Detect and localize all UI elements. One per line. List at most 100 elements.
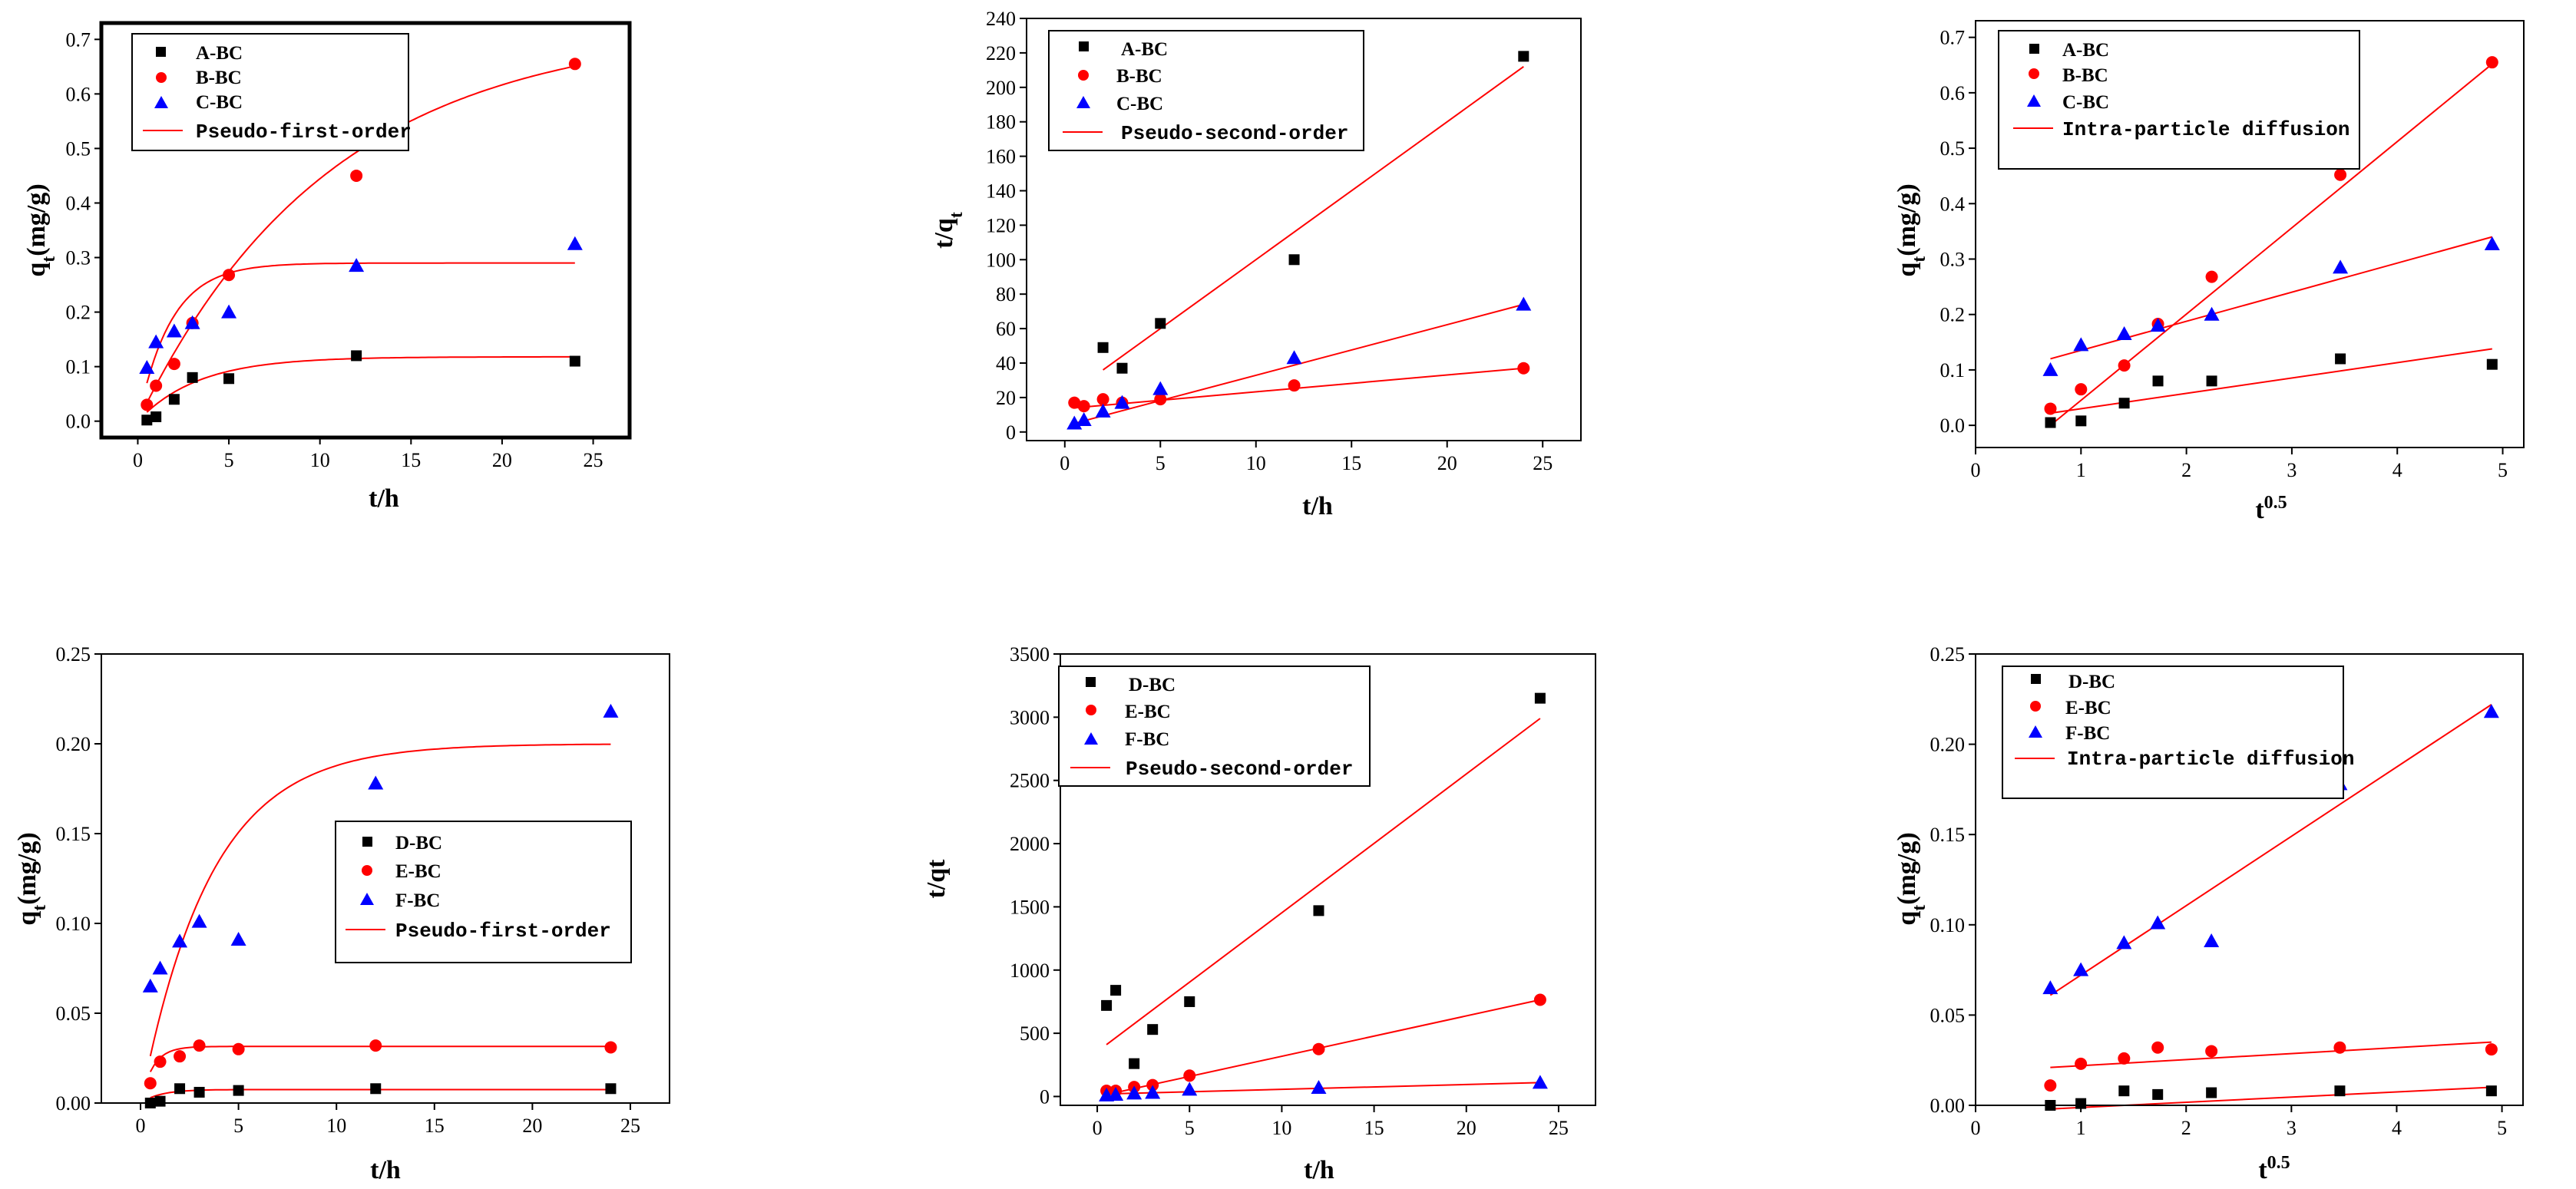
legend-label: A-BC — [1121, 39, 1168, 60]
y-tick-label: 0.4 — [1940, 193, 1966, 215]
point-d-bc — [2118, 1085, 2130, 1097]
point-c-bc — [1076, 412, 1092, 427]
x-tick-label: 10 — [326, 1115, 346, 1137]
point-b-bc — [1517, 362, 1530, 375]
legend-label: A-BC — [2062, 40, 2109, 61]
point-b-bc — [2075, 383, 2088, 396]
point-f-bc — [230, 932, 246, 946]
y-tick-label: 240 — [986, 8, 1016, 30]
point-a-bc — [223, 373, 235, 385]
x-axis-title: t/h — [1304, 1156, 1334, 1184]
y-tick-label: 120 — [986, 214, 1016, 236]
y-tick-label: 100 — [986, 249, 1016, 271]
point-f-bc — [1311, 1079, 1327, 1094]
fit-line-d-bc — [1106, 718, 1541, 1045]
point-f-bc — [2483, 704, 2499, 718]
point-c-bc — [2073, 337, 2089, 352]
point-f-bc — [1126, 1085, 1143, 1100]
x-axis-title: t0.5 — [2255, 493, 2287, 524]
legend-marker-triangle — [2027, 94, 2041, 107]
point-b-bc — [167, 358, 180, 371]
point-f-bc — [1182, 1082, 1198, 1096]
legend-box — [335, 821, 632, 963]
legend-label: B-BC — [1116, 66, 1162, 87]
point-b-bc — [1068, 396, 1081, 409]
fit-line-e-bc — [2050, 1041, 2492, 1068]
x-tick-label: 20 — [522, 1115, 542, 1137]
y-tick-label: 40 — [996, 352, 1016, 375]
point-c-bc — [2333, 259, 2349, 274]
point-e-bc — [2485, 1043, 2498, 1056]
point-a-bc — [187, 372, 198, 383]
point-f-bc — [142, 978, 158, 992]
legend-marker-triangle — [360, 893, 374, 905]
point-c-bc — [567, 236, 583, 250]
x-tick-label: 0 — [1060, 452, 1070, 474]
point-d-bc — [1147, 1024, 1159, 1035]
x-tick-label: 20 — [1457, 1117, 1476, 1139]
legend: D-BC E-BC F-BC Intra-particle diffusion — [2002, 666, 2354, 799]
y-tick-label: 0.20 — [56, 733, 91, 755]
legend: A-BC B-BC C-BC Pseudo-second-order — [1048, 30, 1364, 151]
legend-label: F-BC — [1125, 729, 1169, 750]
point-e-bc — [193, 1039, 206, 1052]
x-tick-label: 2 — [2181, 459, 2191, 481]
point-a-bc — [1097, 342, 1109, 353]
point-d-bc — [370, 1083, 382, 1095]
point-b-bc — [2044, 402, 2057, 415]
plot-frame — [1026, 18, 1582, 441]
plot-frame — [99, 21, 632, 440]
point-c-bc — [2116, 325, 2132, 340]
legend-label: Pseudo-second-order — [1126, 758, 1353, 781]
y-axis-title: qt(mg/g) — [22, 183, 59, 276]
legend-marker-square — [156, 47, 166, 57]
x-tick-label: 15 — [1364, 1117, 1384, 1139]
legend-marker-circle — [1086, 705, 1096, 715]
x-tick-label: 2 — [2181, 1117, 2191, 1139]
x-axis-title: t/h — [370, 1156, 401, 1184]
y-axis-title: qt(mg/g) — [1893, 183, 1930, 276]
y-tick-label: 0.15 — [1930, 824, 1966, 846]
point-c-bc — [166, 323, 182, 338]
panel-2: 0 5 10 15 20 25 0 20 40 60 80 100 120 140 160 180 200 220… — [930, 8, 1582, 520]
point-d-bc — [1129, 1058, 1140, 1069]
point-b-bc — [150, 379, 163, 392]
legend: D-BC E-BC F-BC Pseudo-first-order — [335, 821, 632, 963]
point-e-bc — [174, 1050, 187, 1063]
point-f-bc — [368, 775, 384, 790]
y-tick-label: 500 — [1020, 1022, 1050, 1045]
point-f-bc — [2116, 935, 2132, 950]
point-c-bc — [1152, 381, 1169, 395]
fit-line-e-bc — [149, 1045, 611, 1072]
legend-label: E-BC — [395, 861, 441, 882]
legend-marker-circle — [1078, 70, 1089, 81]
legend-label: Pseudo-first-order — [395, 920, 611, 943]
point-a-bc — [2045, 417, 2056, 428]
legend-label: C-BC — [196, 92, 243, 113]
legend-label: C-BC — [2062, 92, 2109, 113]
legend-label: F-BC — [395, 890, 440, 911]
point-a-bc — [150, 411, 162, 422]
fit-line-c-bc — [2050, 236, 2493, 360]
point-a-bc — [2335, 353, 2346, 365]
y-tick-label: 0.1 — [66, 356, 91, 378]
legend-marker-square — [1086, 677, 1096, 687]
point-d-bc — [2334, 1085, 2346, 1097]
point-f-bc — [2042, 980, 2058, 995]
point-a-bc — [2152, 375, 2164, 387]
x-axis-title: t0.5 — [2258, 1153, 2290, 1184]
y-tick-label: 140 — [986, 180, 1016, 202]
legend-marker-square — [2029, 44, 2039, 54]
fit-line-a-bc — [146, 355, 575, 413]
y-tick-label: 0.6 — [1940, 82, 1966, 104]
plot-frame — [1975, 653, 2524, 1106]
point-d-bc — [1534, 692, 1546, 704]
legend-label: B-BC — [2062, 65, 2108, 86]
x-tick-label: 5 — [233, 1115, 243, 1137]
legend-label: Intra-particle diffusion — [2067, 748, 2354, 771]
point-c-bc — [1516, 296, 1532, 311]
point-f-bc — [1108, 1087, 1124, 1101]
y-tick-label: 200 — [986, 77, 1016, 99]
legend-label: D-BC — [1129, 675, 1176, 695]
x-axis-title: t/h — [369, 484, 399, 513]
